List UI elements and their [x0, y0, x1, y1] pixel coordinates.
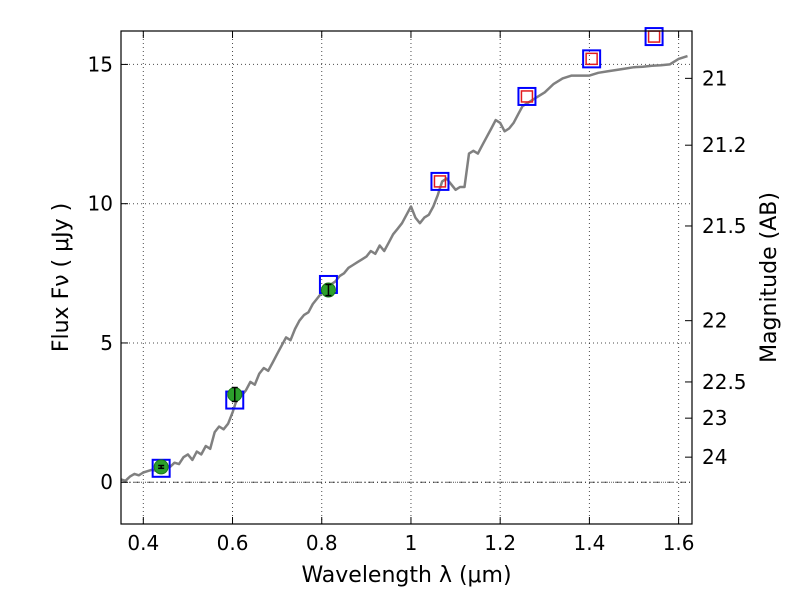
- synthetic-point-inner: [585, 52, 598, 66]
- y-tick-label: 5: [100, 331, 113, 355]
- x-tick-label: 1: [405, 531, 418, 555]
- synthetic-point-box: [644, 27, 664, 47]
- right-axis-tick-label: 23: [702, 406, 727, 430]
- model-spectrum-line: [120, 54, 688, 483]
- x-axis-title: Wavelength λ (μm): [301, 563, 511, 588]
- synthetic-point-box: [582, 49, 602, 69]
- tick-layer: 0.4 0.6 0.8 1 1.2 1.4 1.6 0 5 10 15 21 21.2 21.5 22 22.…: [88, 31, 747, 555]
- right-axis-tick-label: 21.2: [702, 133, 747, 157]
- grid-layer: [121, 31, 692, 524]
- x-tick-label: 0.8: [306, 531, 338, 555]
- x-tick-label: 1.4: [573, 531, 605, 555]
- x-tick-label: 1.6: [663, 531, 695, 555]
- right-axis-title: Magnitude (AB): [757, 192, 782, 363]
- synthetic-point-box: [430, 171, 450, 191]
- right-axis-tick-label: 22.5: [702, 370, 747, 394]
- marker-layer: [151, 27, 664, 478]
- synthetic-point-inner: [433, 175, 447, 188]
- right-axis-tick-label: 22: [702, 309, 727, 333]
- right-axis-tick-label: 24: [702, 445, 727, 469]
- x-tick-label: 0.6: [217, 531, 249, 555]
- y-tick-label: 15: [88, 52, 113, 76]
- synthetic-point-inner: [520, 90, 534, 103]
- synthetic-point-inner: [647, 30, 661, 43]
- x-tick-label: 0.4: [127, 531, 159, 555]
- y-axis-title: Flux Fν ( μJy ): [49, 203, 74, 352]
- right-axis-tick-label: 21.5: [702, 214, 747, 238]
- x-tick-label: 1.2: [484, 531, 516, 555]
- synthetic-point-box: [517, 86, 537, 106]
- right-axis-tick-label: 21: [702, 66, 727, 90]
- y-tick-label: 10: [88, 192, 113, 216]
- y-tick-label: 0: [100, 470, 113, 494]
- plot-frame: [120, 30, 693, 525]
